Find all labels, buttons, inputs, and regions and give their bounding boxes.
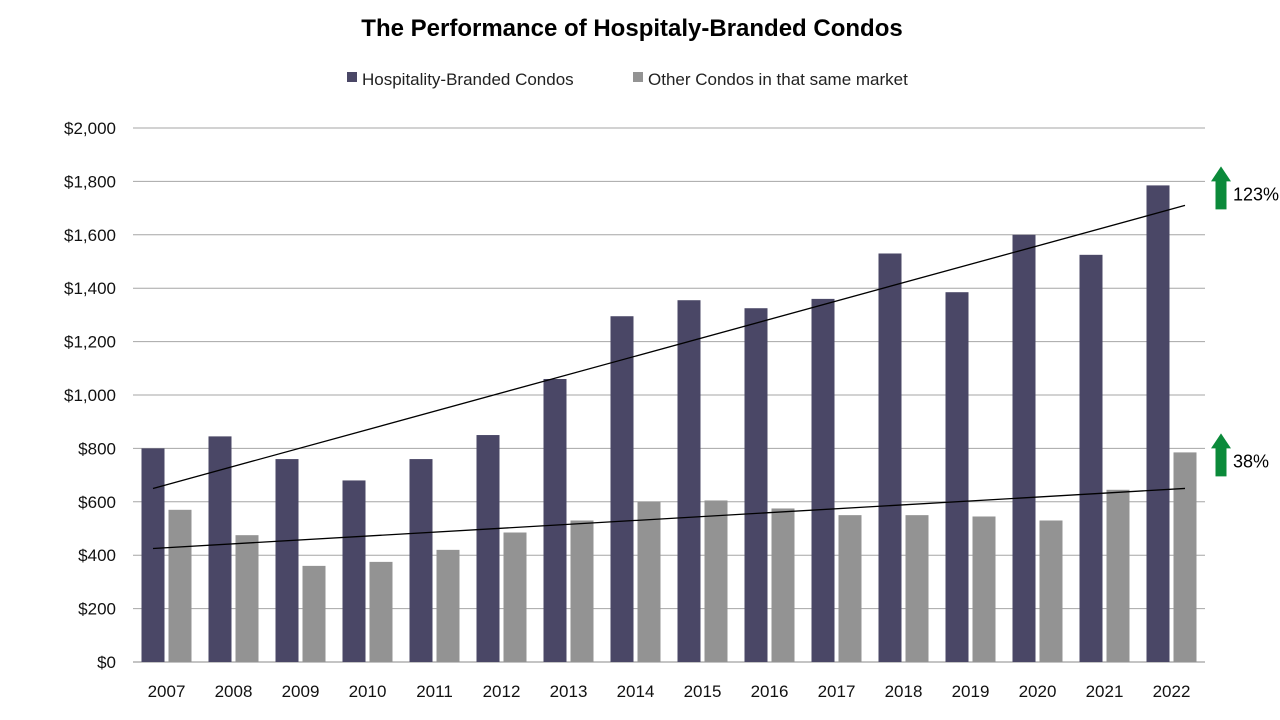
bar-other — [503, 532, 527, 662]
bar-other — [1039, 520, 1063, 662]
bar-other — [168, 509, 192, 662]
trendline-hospitality — [152, 204, 1186, 490]
x-tick-label: 2009 — [282, 682, 320, 701]
legend-label-other: Other Condos in that same market — [648, 70, 908, 89]
up-arrow-icon — [1211, 166, 1231, 210]
y-tick-label: $200 — [78, 600, 116, 619]
bar-other — [235, 535, 259, 662]
bars — [141, 185, 1197, 663]
y-tick-label: $600 — [78, 493, 116, 512]
bar-hospitality — [141, 448, 165, 662]
up-arrow-icon — [1211, 433, 1231, 477]
x-tick-label: 2010 — [349, 682, 387, 701]
legend-label-hospitality: Hospitality-Branded Condos — [362, 70, 574, 89]
x-tick-label: 2011 — [416, 682, 453, 701]
bar-hospitality — [409, 459, 433, 662]
bar-hospitality — [744, 308, 768, 662]
growth-annotations: 123% 38% — [1211, 166, 1279, 477]
bar-hospitality — [1146, 185, 1170, 662]
bar-other — [436, 549, 460, 662]
legend: Hospitality-Branded Condos Other Condos … — [347, 70, 908, 89]
bar-hospitality — [811, 298, 835, 662]
y-tick-label: $400 — [78, 546, 116, 565]
y-tick-label: $800 — [78, 439, 116, 458]
bar-other — [369, 561, 393, 662]
x-tick-label: 2014 — [617, 682, 655, 701]
y-axis-ticks: $0 $200 $400 $600 $800 $1,000 $1,200 $1,400 $1,6… — [64, 119, 116, 672]
y-tick-label: $0 — [97, 653, 116, 672]
bar-hospitality — [543, 378, 567, 662]
y-tick-label: $1,800 — [64, 172, 116, 191]
bar-other — [771, 508, 795, 662]
bar-hospitality — [677, 300, 701, 662]
x-tick-label: 2018 — [885, 682, 923, 701]
x-tick-label: 2012 — [483, 682, 521, 701]
x-tick-label: 2021 — [1086, 682, 1124, 701]
growth-label: 123% — [1233, 184, 1279, 204]
bar-other — [704, 500, 728, 662]
x-tick-label: 2008 — [215, 682, 253, 701]
bar-other — [905, 515, 929, 662]
y-tick-label: $1,200 — [64, 333, 116, 352]
y-tick-label: $1,000 — [64, 386, 116, 405]
x-tick-label: 2013 — [550, 682, 588, 701]
bar-other — [570, 520, 594, 662]
growth-label: 38% — [1233, 451, 1269, 471]
bar-other — [637, 501, 661, 662]
bar-other — [1106, 489, 1130, 662]
bar-hospitality — [208, 436, 232, 662]
bar-other — [302, 565, 326, 662]
y-tick-label: $2,000 — [64, 119, 116, 138]
bar-hospitality — [476, 435, 500, 662]
y-tick-label: $1,600 — [64, 226, 116, 245]
x-tick-label: 2007 — [148, 682, 186, 701]
bar-other — [972, 516, 996, 662]
bar-hospitality — [610, 316, 634, 662]
legend-swatch-hospitality — [347, 72, 357, 82]
x-tick-label: 2019 — [952, 682, 990, 701]
bar-other — [1173, 452, 1197, 662]
x-axis-ticks: 2007 2008 2009 2010 2011 2012 2013 2014 2015 2016… — [148, 682, 1191, 701]
bar-hospitality — [878, 253, 902, 663]
bar-hospitality — [1079, 254, 1103, 662]
x-tick-label: 2015 — [684, 682, 722, 701]
bar-hospitality — [342, 480, 366, 662]
x-tick-label: 2020 — [1019, 682, 1057, 701]
trendlines — [152, 204, 1186, 550]
bar-other — [838, 515, 862, 662]
legend-swatch-other — [633, 72, 643, 82]
chart-title: The Performance of Hospitaly-Branded Con… — [361, 15, 902, 42]
trendline-other — [152, 487, 1186, 550]
y-tick-label: $1,400 — [64, 279, 116, 298]
bar-hospitality — [1012, 234, 1036, 663]
bar-hospitality — [945, 292, 969, 662]
x-tick-label: 2016 — [751, 682, 789, 701]
x-tick-label: 2017 — [818, 682, 856, 701]
x-tick-label: 2022 — [1153, 682, 1191, 701]
bar-hospitality — [275, 459, 299, 662]
